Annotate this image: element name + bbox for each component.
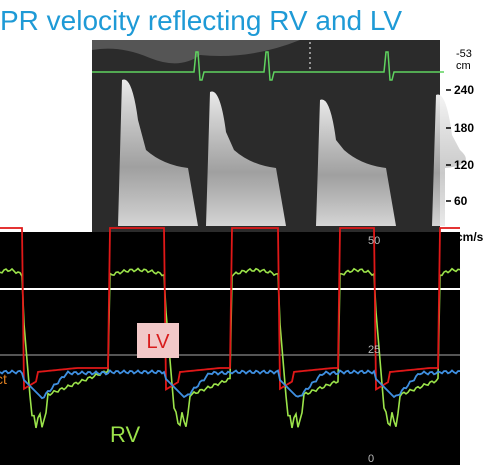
velocity-tick-label: 60: [454, 194, 468, 208]
velocity-tick-label: 120: [454, 158, 474, 172]
pressure-tick-label: 25: [368, 344, 380, 356]
doppler-envelope: [118, 79, 198, 226]
lv-trace: [0, 227, 460, 391]
slide-title: PR velocity reflecting RV and LV: [0, 5, 402, 36]
velocity-tick-label: 240: [454, 83, 474, 97]
doppler-envelopes: [118, 79, 466, 226]
velocity-tick-label: 180: [454, 121, 474, 135]
pressure-tick-label: 50: [368, 235, 380, 247]
depth-label: -53: [456, 48, 472, 60]
rv-trace: [0, 267, 461, 429]
doppler-envelope: [206, 91, 286, 226]
depth-unit: cm: [456, 60, 471, 72]
lv-label-box: [137, 323, 179, 358]
doppler-envelope: [316, 99, 396, 226]
doppler-envelope: [432, 94, 466, 226]
lv-label: LV: [147, 331, 171, 353]
pressure-tick-label: 0: [368, 453, 374, 465]
ecg-trace: [92, 51, 444, 81]
blue-trace: [0, 369, 461, 400]
rv-label: RV: [110, 422, 140, 447]
cut-off-label: ct: [0, 371, 7, 387]
velocity-unit: cm/s: [456, 230, 484, 244]
